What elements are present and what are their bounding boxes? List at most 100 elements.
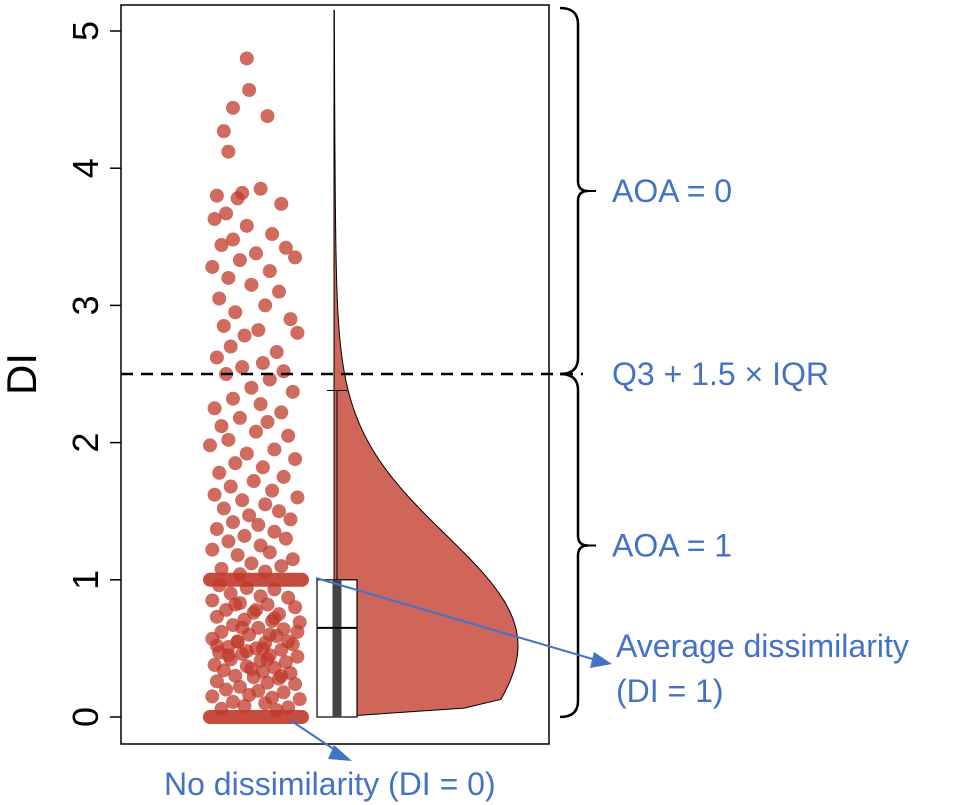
data-point <box>214 419 229 434</box>
y-axis: 0 1 2 3 4 5 <box>65 21 121 727</box>
data-point <box>274 668 289 683</box>
density-curve <box>333 9 519 718</box>
curly-bracket <box>559 372 589 719</box>
data-point <box>239 51 254 66</box>
data-point <box>244 661 259 676</box>
data-point <box>228 305 243 320</box>
data-point <box>216 663 231 678</box>
data-point <box>285 384 300 399</box>
data-point <box>249 602 263 617</box>
data-point <box>205 259 220 274</box>
data-point <box>214 561 229 576</box>
data-point <box>212 291 227 306</box>
data-point <box>219 206 234 221</box>
data-point <box>272 284 286 299</box>
data-point <box>262 545 277 560</box>
data-point <box>226 100 240 115</box>
data-point <box>265 483 280 498</box>
data-point <box>228 597 243 612</box>
data-point <box>207 211 222 226</box>
data-point <box>228 456 243 471</box>
data-point <box>274 559 289 574</box>
data-point <box>283 312 298 327</box>
data-point <box>262 372 277 387</box>
data-point <box>226 391 240 406</box>
data-point <box>230 634 245 649</box>
no-dissimilarity-label: No dissimilarity (DI = 0) <box>164 766 496 802</box>
data-point <box>237 328 252 343</box>
data-point <box>221 432 236 447</box>
data-point <box>239 644 254 659</box>
curly-bracket <box>559 6 589 376</box>
data-point <box>276 469 291 484</box>
brackets <box>559 6 596 719</box>
data-point <box>205 689 220 704</box>
data-point <box>260 675 275 690</box>
data-point <box>267 611 282 626</box>
data-point <box>242 508 257 523</box>
data-point <box>216 124 231 139</box>
data-point <box>274 196 289 211</box>
data-point <box>265 227 280 242</box>
box-layer <box>316 389 358 718</box>
data-point <box>221 144 236 159</box>
y-tick-label: 1 <box>65 570 106 590</box>
data-point <box>288 600 303 615</box>
data-point <box>235 493 250 508</box>
data-point <box>209 350 224 365</box>
data-point <box>260 109 275 124</box>
data-point <box>278 531 293 546</box>
data-point <box>226 232 240 247</box>
data-point <box>253 181 268 196</box>
data-point <box>212 465 227 480</box>
data-point <box>278 240 293 255</box>
data-point <box>232 253 247 268</box>
data-point <box>244 380 259 395</box>
data-point <box>255 356 270 371</box>
data-point <box>285 552 300 567</box>
data-point <box>219 682 234 697</box>
bracket-label-aoa1: AOA = 1 <box>612 528 732 564</box>
data-point <box>249 246 263 261</box>
data-point <box>239 218 254 233</box>
data-point <box>274 405 289 420</box>
data-point <box>216 318 231 333</box>
data-point <box>288 677 303 692</box>
data-point <box>223 339 238 354</box>
y-tick-label: 2 <box>65 433 106 453</box>
data-point <box>290 325 305 340</box>
data-point <box>260 597 275 612</box>
data-point <box>260 652 275 667</box>
data-point <box>205 542 220 557</box>
data-point <box>209 188 224 203</box>
data-point <box>230 191 245 206</box>
data-point <box>209 522 224 537</box>
data-point <box>203 438 217 453</box>
data-point <box>239 446 254 461</box>
y-tick-label: 0 <box>65 707 106 727</box>
data-point <box>221 270 236 285</box>
data-point <box>230 548 245 563</box>
data-point <box>260 415 275 430</box>
data-point <box>290 649 305 664</box>
data-point <box>262 627 277 642</box>
data-point <box>223 586 238 601</box>
average-arrow <box>315 577 597 661</box>
data-point <box>216 501 231 516</box>
y-tick-label: 3 <box>65 295 106 315</box>
points-layer <box>203 51 309 724</box>
data-point <box>246 474 261 489</box>
data-point <box>258 696 273 711</box>
data-point <box>207 487 222 502</box>
density-layer <box>333 9 519 718</box>
data-point <box>267 524 282 539</box>
data-point <box>272 504 286 519</box>
data-point <box>244 556 259 571</box>
data-point <box>262 264 277 279</box>
data-point <box>276 685 291 700</box>
data-point <box>237 699 252 714</box>
data-point <box>278 655 293 670</box>
data-point <box>292 692 307 707</box>
data-point <box>281 428 296 443</box>
